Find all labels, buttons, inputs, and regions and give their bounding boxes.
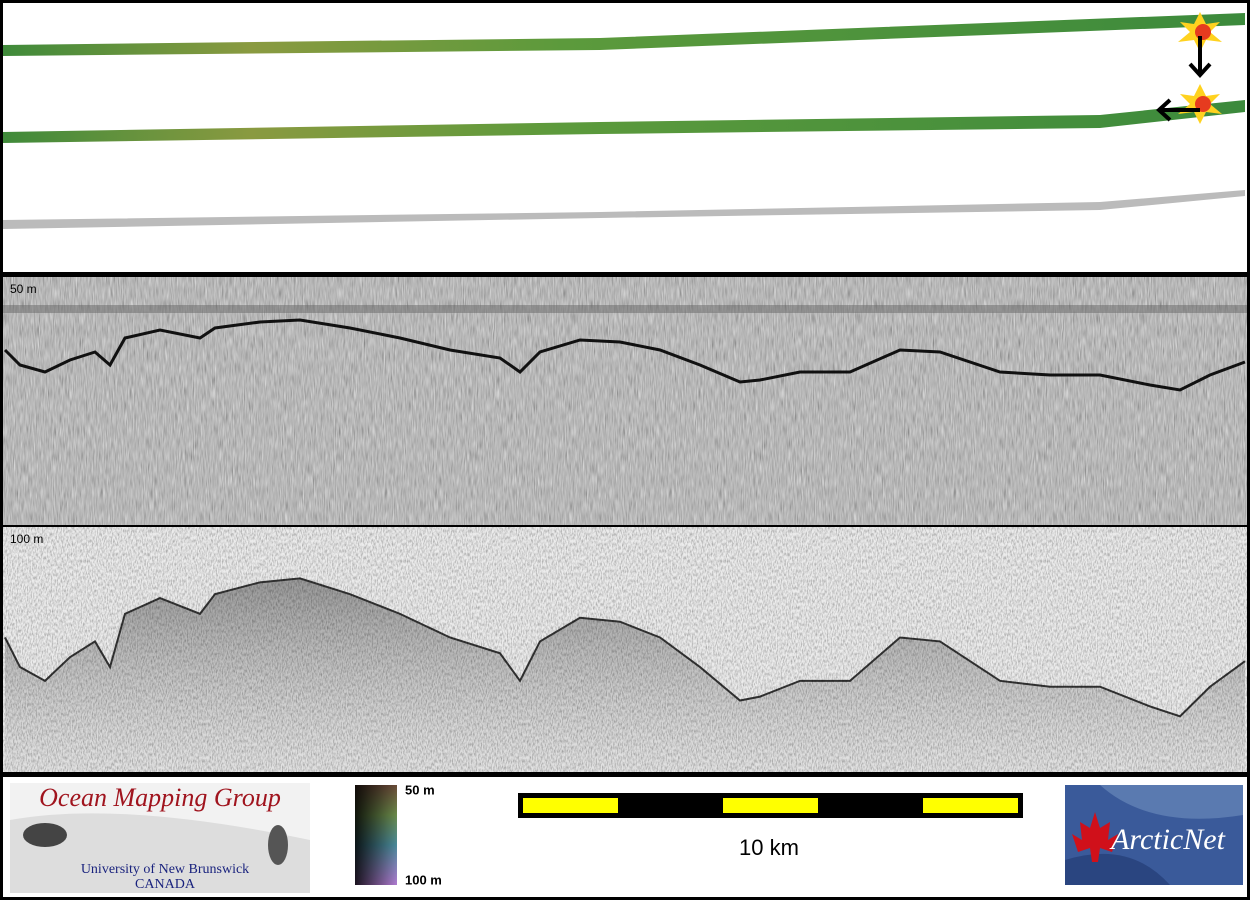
scale-label: 10 km — [739, 835, 799, 860]
backscatter-strip — [3, 190, 1245, 229]
echogram-upper: 50 m — [3, 277, 1247, 525]
echogram-lower — [3, 527, 1247, 772]
scale-bar: 10 km — [518, 793, 1023, 860]
partner-label: ArcticNet — [1109, 823, 1226, 856]
colorbar-label: 100 m — [405, 872, 442, 887]
swath-strip — [3, 100, 1245, 143]
swath-strip — [3, 13, 1245, 56]
depth-label: 50 m — [10, 282, 37, 296]
colorbar: 50 m 100 m — [355, 782, 442, 887]
logo-title: Ocean Mapping Group — [39, 783, 281, 812]
depth-label: 100 m — [10, 532, 43, 546]
start-marker — [1178, 12, 1222, 78]
logo-country: CANADA — [135, 877, 196, 892]
omg-logo: Ocean Mapping Group University of New Br… — [10, 783, 310, 893]
logo-subtitle: University of New Brunswick — [81, 862, 249, 877]
arcticnet-logo: ArcticNet — [1065, 785, 1243, 885]
end-marker — [1156, 84, 1222, 124]
colorbar-label: 50 m — [405, 782, 435, 797]
